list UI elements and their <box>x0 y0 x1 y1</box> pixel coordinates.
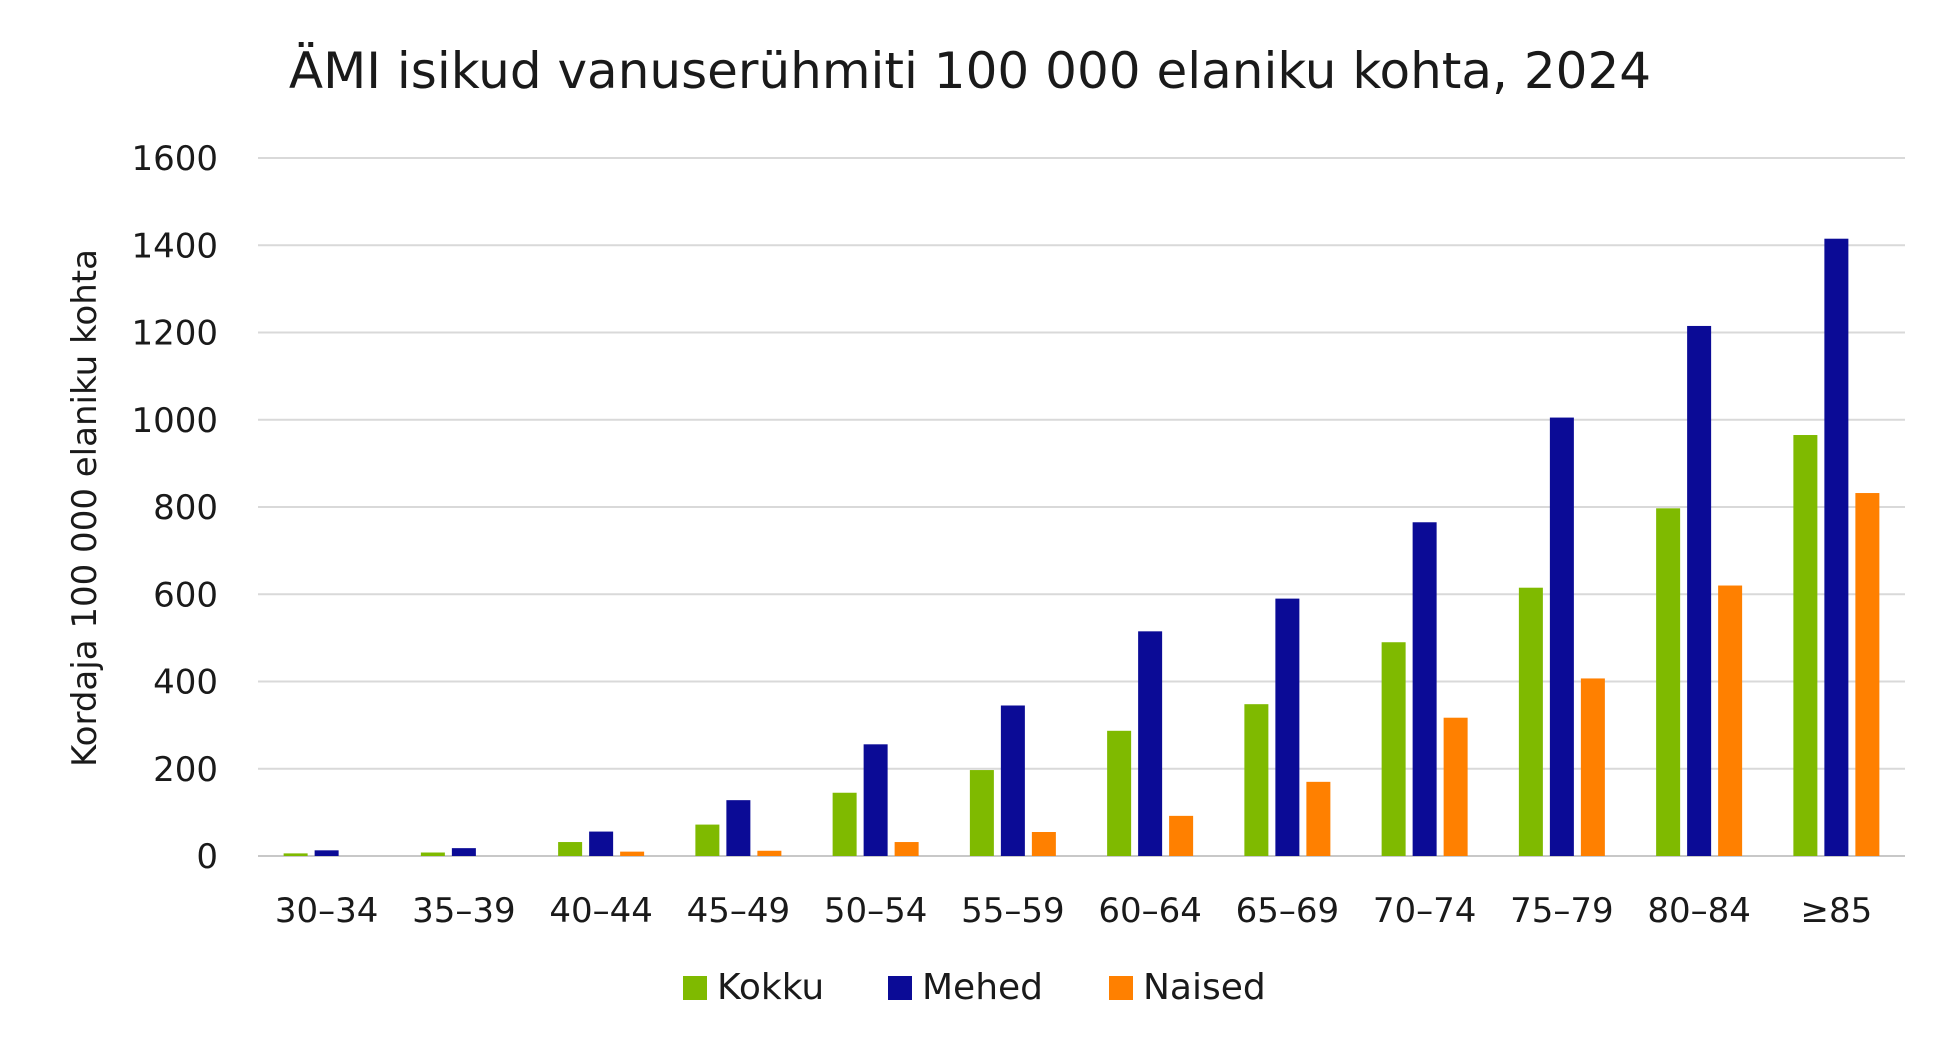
bar-kokku-10 <box>1656 508 1681 856</box>
bar-naised-5 <box>1031 832 1056 856</box>
bar-kokku-8 <box>1381 642 1406 856</box>
bar-mehed-9 <box>1549 417 1574 856</box>
bar-mehed-10 <box>1687 325 1712 856</box>
x-tick-label: 50–54 <box>824 891 928 931</box>
y-tick-label: 1400 <box>131 226 218 266</box>
x-tick-label: 40–44 <box>549 891 653 931</box>
y-tick-label: 800 <box>153 488 218 528</box>
x-tick-label: 45–49 <box>687 891 791 931</box>
bar-mehed-5 <box>1000 705 1025 856</box>
legend: Kokku Mehed Naised <box>683 967 1266 1008</box>
x-tick-label: 80–84 <box>1647 891 1751 931</box>
bar-naised-4 <box>894 842 919 856</box>
bar-kokku-6 <box>1107 730 1132 856</box>
x-tick-label: 75–79 <box>1510 891 1614 931</box>
x-tick-labels: 30–34 35–39 40–44 45–49 50–54 55–59 60–64 65–69… <box>275 891 1872 931</box>
bar-naised-6 <box>1169 815 1194 856</box>
y-axis-title: Kordaja 100 000 elaniku kohta <box>65 249 105 767</box>
y-tick-labels: 0 200 400 600 800 1000 1200 1400 1600 <box>131 139 218 877</box>
bar-mehed-4 <box>863 744 888 856</box>
x-tick-label: ≥85 <box>1800 891 1872 931</box>
bar-kokku-3 <box>695 824 720 856</box>
bar-naised-7 <box>1306 781 1331 856</box>
x-tick-label: 55–59 <box>961 891 1065 931</box>
y-tick-label: 1600 <box>131 139 218 179</box>
legend-label-mehed: Mehed <box>922 967 1043 1008</box>
bar-mehed-6 <box>1138 631 1163 856</box>
y-tick-label: 400 <box>153 663 218 703</box>
x-tick-label: 60–64 <box>1098 891 1202 931</box>
gridlines <box>258 157 1905 857</box>
y-tick-label: 0 <box>196 837 218 877</box>
x-tick-label: 30–34 <box>275 891 379 931</box>
bar-kokku-1 <box>420 852 445 856</box>
y-tick-label: 600 <box>153 575 218 615</box>
bar-mehed-11 <box>1824 238 1849 857</box>
bar-naised-10 <box>1718 585 1743 856</box>
bar-kokku-9 <box>1518 587 1543 856</box>
bar-mehed-2 <box>589 831 614 856</box>
bar-mehed-1 <box>451 848 476 856</box>
bar-kokku-11 <box>1793 435 1818 856</box>
legend-swatch-kokku <box>683 976 707 1000</box>
bar-mehed-7 <box>1275 598 1300 856</box>
legend-label-naised: Naised <box>1143 967 1266 1008</box>
bar-kokku-0 <box>283 853 308 856</box>
x-tick-label: 70–74 <box>1373 891 1477 931</box>
x-tick-label: 65–69 <box>1236 891 1340 931</box>
bar-naised-11 <box>1855 493 1880 856</box>
bar-naised-8 <box>1443 717 1468 856</box>
bar-naised-2 <box>620 851 645 856</box>
bars <box>283 238 1880 857</box>
bar-mehed-8 <box>1412 522 1437 856</box>
x-tick-label: 35–39 <box>412 891 516 931</box>
bar-naised-3 <box>757 850 782 856</box>
bar-kokku-4 <box>832 792 857 856</box>
bar-kokku-5 <box>969 770 994 856</box>
y-tick-label: 1200 <box>131 314 218 354</box>
chart-title: ÄMI isikud vanuserühmiti 100 000 elaniku… <box>289 42 1651 100</box>
legend-label-kokku: Kokku <box>717 967 824 1008</box>
y-tick-label: 200 <box>153 750 218 790</box>
bar-naised-9 <box>1580 678 1605 856</box>
bar-mehed-3 <box>726 800 751 856</box>
legend-swatch-mehed <box>888 976 912 1000</box>
bar-kokku-2 <box>558 842 583 856</box>
legend-swatch-naised <box>1109 976 1133 1000</box>
bar-kokku-7 <box>1244 704 1269 856</box>
bar-mehed-0 <box>314 850 339 856</box>
y-tick-label: 1000 <box>131 401 218 441</box>
